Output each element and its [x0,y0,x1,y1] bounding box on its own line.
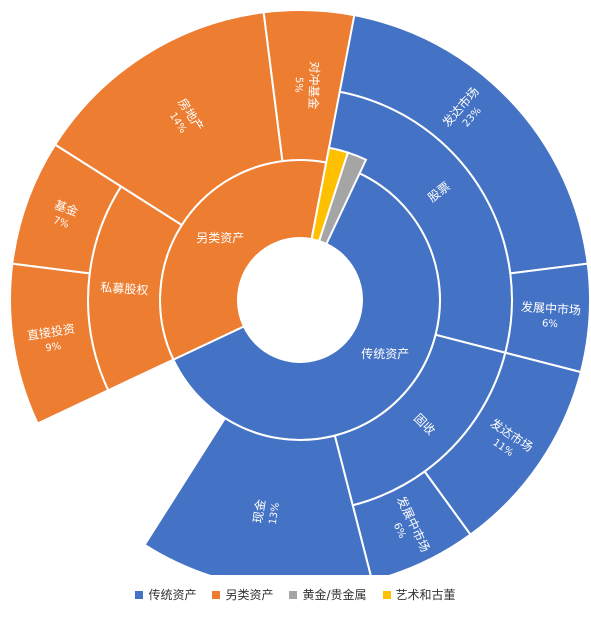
segment-alternative-ring2-12 [53,11,284,227]
legend-label-traditional: 传统资产 [148,588,197,602]
segment-traditional-ring2-7 [143,416,372,575]
chart-legend: 传统资产 另类资产 黄金/贵金属 艺术和古董 [0,586,591,603]
segment-name-3: 发展中市场 [521,299,582,318]
segment-label-9: 私募股权 [100,280,149,297]
segment-name-13: 对冲基金 [306,61,323,109]
legend-label-alternative: 另类资产 [225,588,274,602]
legend-item-traditional: 传统资产 [135,586,196,603]
segment-label-0: 传统资产 [361,346,409,361]
segment-name-0: 传统资产 [361,346,409,361]
legend-label-gold: 黄金/贵金属 [302,588,367,602]
legend-swatch-gold [289,590,298,599]
center-hole [238,238,362,362]
segment-value-10: 9% [45,341,62,354]
legend-swatch-art [382,590,391,599]
segment-value-11: 7% [52,215,71,231]
legend-item-art: 艺术和古董 [382,586,456,603]
legend-item-gold: 黄金/贵金属 [289,586,367,603]
segment-value-13: 5% [293,77,304,93]
segment-name-9: 私募股权 [100,280,149,297]
segment-value-3: 6% [542,318,559,330]
legend-swatch-traditional [135,590,144,599]
segment-label-7: 现金 13% [250,498,282,526]
segment-value-7: 13% [268,502,282,526]
segment-name-7: 现金 [250,498,269,524]
segment-name-8: 另类资产 [196,231,244,245]
segment-label-8: 另类资产 [196,231,244,245]
segment-name-10: 直接投资 [26,321,76,343]
segment-alternative-ring2-13 [262,9,356,164]
legend-swatch-alternative [212,590,221,599]
legend-item-alternative: 另类资产 [212,586,273,603]
legend-label-art: 艺术和古董 [395,588,456,602]
